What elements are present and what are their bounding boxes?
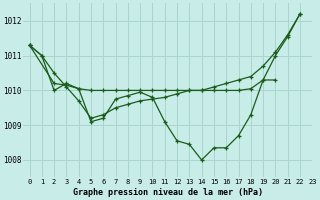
X-axis label: Graphe pression niveau de la mer (hPa): Graphe pression niveau de la mer (hPa) <box>73 188 263 197</box>
